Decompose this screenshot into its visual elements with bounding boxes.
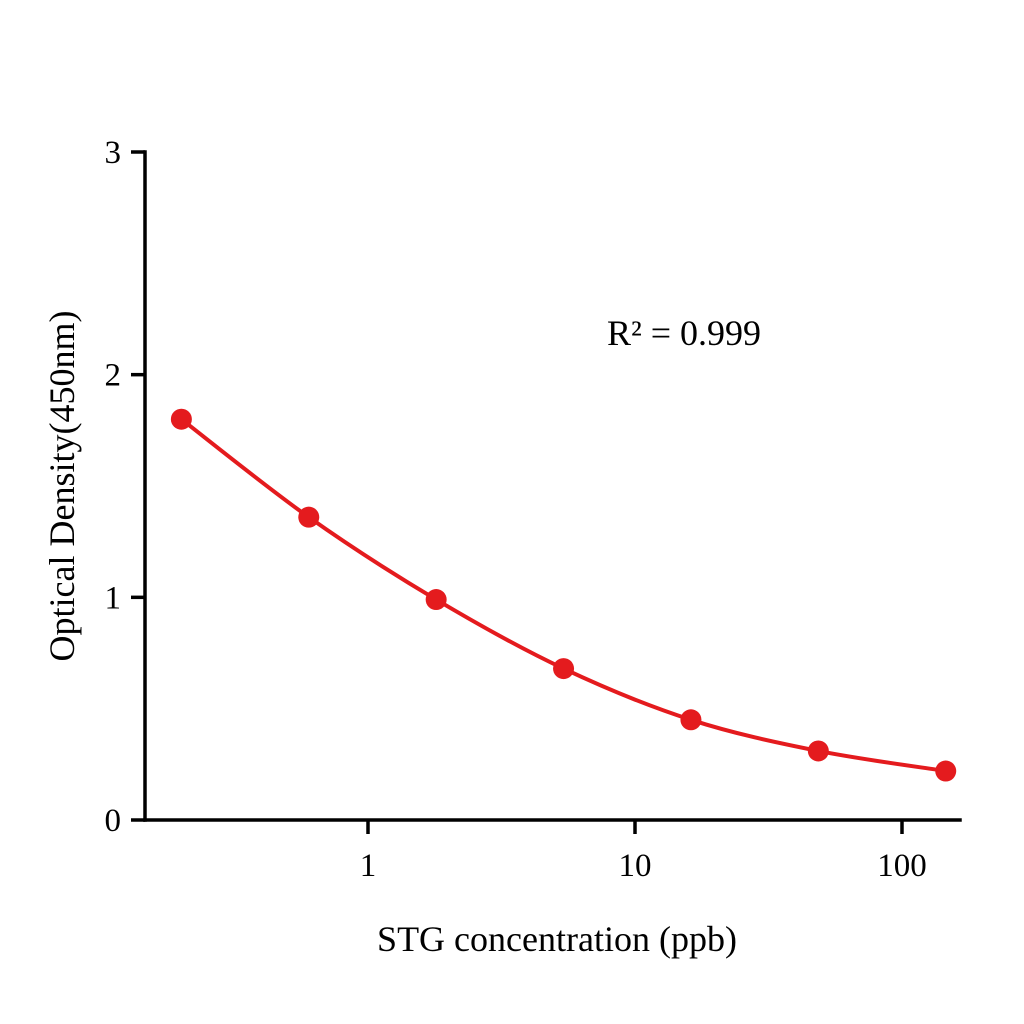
data-point-marker — [935, 760, 957, 782]
data-point-marker — [807, 740, 829, 762]
x-tick-label: 10 — [619, 848, 652, 884]
x-tick-label: 100 — [877, 848, 927, 884]
standard-curve-line — [179, 417, 948, 774]
y-tick-label: 2 — [105, 358, 122, 394]
data-point-marker — [170, 408, 192, 430]
r-squared-annotation: R² = 0.999 — [606, 313, 762, 353]
y-tick-label: 1 — [105, 580, 122, 616]
data-point-marker — [425, 589, 447, 611]
data-point-marker — [298, 506, 320, 528]
data-point-marker — [680, 709, 702, 731]
x-axis-title: STG concentration (ppb) — [377, 919, 737, 959]
data-point-marker — [553, 658, 575, 680]
y-tick-label: 3 — [105, 135, 122, 171]
x-tick-label: 1 — [360, 848, 377, 884]
y-axis-title: Optical Density(450nm) — [42, 310, 82, 662]
y-tick-label: 0 — [105, 803, 122, 839]
